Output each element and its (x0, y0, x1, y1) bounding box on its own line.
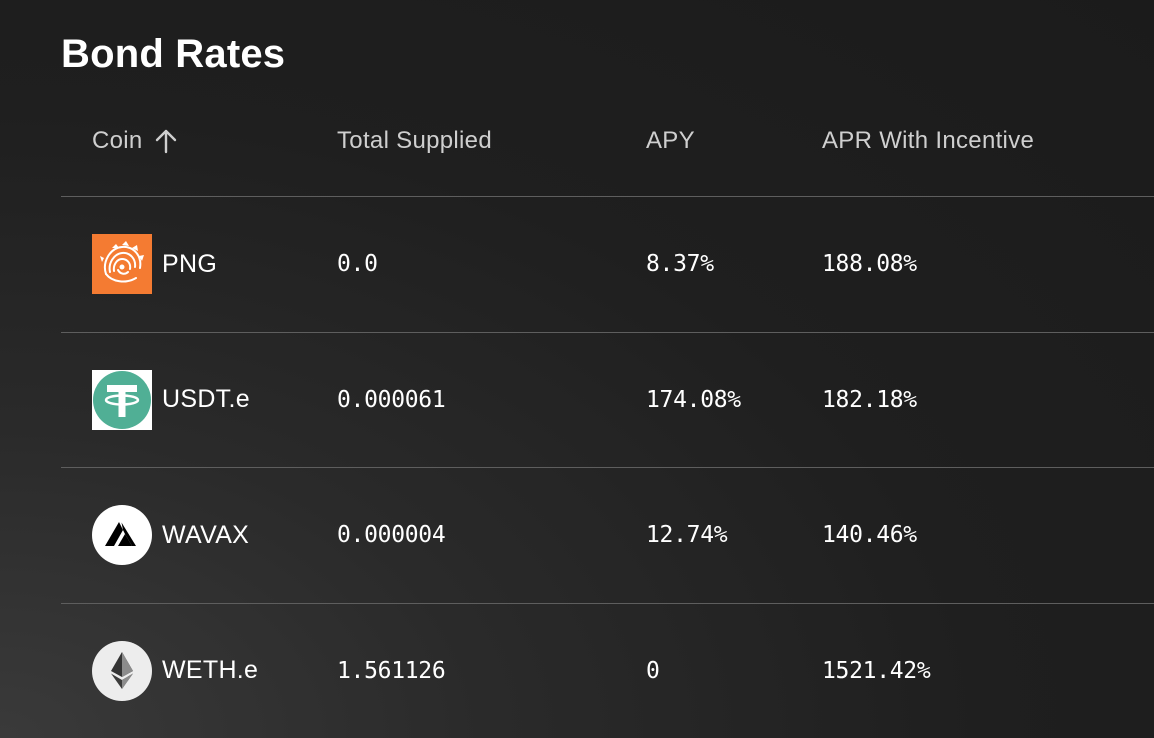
coin-name: WETH.e (162, 656, 259, 685)
bond-rates-table: Coin Total Supplied APY APR With Incenti… (61, 100, 1154, 738)
column-header-label: Coin (92, 127, 143, 154)
png-pangolin-icon (92, 234, 152, 295)
column-header-label: Total Supplied (337, 127, 492, 154)
coin-cell: USDT.e (92, 333, 250, 468)
total-supplied-value: 0.000061 (337, 386, 446, 413)
table-row[interactable]: PNG 0.0 8.37% 188.08% (61, 197, 1154, 333)
coin-name: WAVAX (162, 520, 250, 549)
coin-cell: WETH.e (92, 604, 258, 738)
column-header-coin[interactable]: Coin (92, 127, 177, 155)
ethereum-icon (92, 640, 152, 701)
column-header-apy[interactable]: APY (646, 127, 695, 155)
apy-value: 8.37% (646, 251, 714, 278)
column-header-total-supplied[interactable]: Total Supplied (337, 127, 492, 155)
page-title: Bond Rates (61, 32, 286, 76)
apy-value: 0 (646, 657, 660, 684)
column-header-label: APR With Incentive (822, 127, 1035, 154)
apr-incentive-value: 188.08% (822, 251, 917, 278)
avax-icon (92, 505, 152, 566)
table-header: Coin Total Supplied APY APR With Incenti… (61, 100, 1154, 197)
coin-name: USDT.e (162, 385, 250, 414)
coin-name: PNG (162, 249, 218, 278)
column-header-apr-with-incentive[interactable]: APR With Incentive (822, 127, 1034, 155)
apr-incentive-value: 182.18% (822, 386, 917, 413)
apr-incentive-value: 140.46% (822, 522, 917, 549)
column-header-label: APY (646, 127, 695, 154)
total-supplied-value: 1.561126 (337, 657, 446, 684)
apy-value: 12.74% (646, 522, 728, 549)
total-supplied-value: 0.0 (337, 251, 378, 278)
coin-cell: WAVAX (92, 468, 249, 603)
table-row[interactable]: WAVAX 0.000004 12.74% 140.46% (61, 468, 1154, 604)
total-supplied-value: 0.000004 (337, 522, 446, 549)
apr-incentive-value: 1521.42% (822, 657, 931, 684)
usdt-tether-icon (92, 369, 152, 430)
table-row[interactable]: WETH.e 1.561126 0 1521.42% (61, 604, 1154, 738)
apy-value: 174.08% (646, 386, 741, 413)
coin-cell: PNG (92, 197, 217, 332)
table-row[interactable]: USDT.e 0.000061 174.08% 182.18% (61, 333, 1154, 468)
sort-ascending-icon (155, 129, 176, 154)
